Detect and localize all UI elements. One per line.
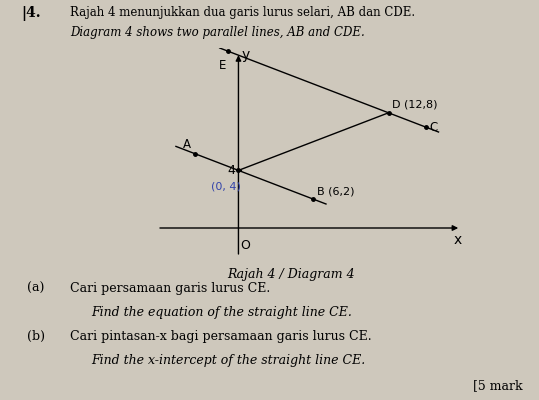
- Text: (0, 4): (0, 4): [211, 182, 241, 192]
- Text: Find the equation of the straight line CE.: Find the equation of the straight line C…: [92, 306, 353, 319]
- Text: Rajah 4 menunjukkan dua garis lurus selari, AB dan CDE.: Rajah 4 menunjukkan dua garis lurus sela…: [70, 6, 415, 19]
- Text: [5 mark: [5 mark: [473, 379, 523, 392]
- Text: |4.: |4.: [22, 6, 41, 21]
- Text: Diagram 4 shows two parallel lines, AB and CDE.: Diagram 4 shows two parallel lines, AB a…: [70, 26, 365, 39]
- Text: y: y: [242, 48, 250, 62]
- Text: Cari pintasan-​x bagi persamaan garis lurus CE.: Cari pintasan-​x bagi persamaan garis lu…: [70, 330, 372, 343]
- Text: (a): (a): [27, 282, 44, 295]
- Text: Rajah 4 / Diagram 4: Rajah 4 / Diagram 4: [227, 268, 355, 281]
- Text: E: E: [219, 58, 226, 72]
- Text: Cari persamaan garis lurus CE.: Cari persamaan garis lurus CE.: [70, 282, 271, 295]
- Text: (b): (b): [27, 330, 45, 343]
- Text: B (6,2): B (6,2): [317, 186, 355, 196]
- Text: A: A: [183, 138, 191, 151]
- Text: O: O: [240, 239, 250, 252]
- Text: x: x: [453, 232, 461, 246]
- Text: 4: 4: [227, 164, 235, 177]
- Text: Find the x-intercept of the straight line CE.: Find the x-intercept of the straight lin…: [92, 354, 366, 367]
- Text: C: C: [430, 121, 438, 134]
- Text: D (12,8): D (12,8): [392, 100, 438, 110]
